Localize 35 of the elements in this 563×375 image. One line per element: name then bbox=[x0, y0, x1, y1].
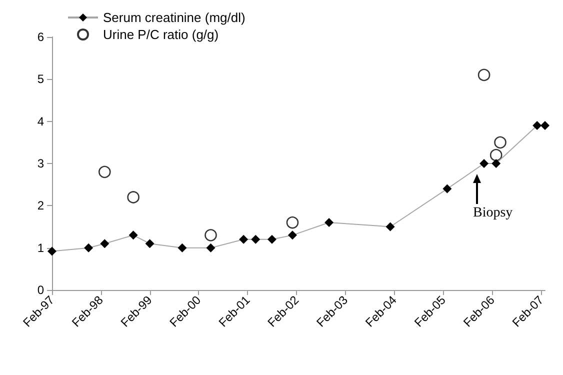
legend-label: Serum creatinine (mg/dl) bbox=[103, 10, 246, 25]
point bbox=[540, 121, 550, 130]
y-tick-label: 0 bbox=[37, 283, 44, 297]
point bbox=[251, 234, 260, 244]
point bbox=[145, 239, 154, 248]
point bbox=[98, 166, 111, 178]
point bbox=[84, 243, 94, 252]
point bbox=[490, 148, 502, 162]
point bbox=[204, 229, 217, 242]
y-tick-label: 6 bbox=[37, 30, 44, 44]
legend-label: Urine P/C ratio (g/g) bbox=[103, 27, 219, 42]
point bbox=[267, 234, 276, 244]
annotation: Biopsy bbox=[473, 206, 513, 220]
point bbox=[286, 216, 299, 229]
point bbox=[386, 222, 395, 232]
point bbox=[48, 246, 56, 256]
y-tick-label: 2 bbox=[37, 198, 44, 213]
point bbox=[478, 68, 490, 82]
point bbox=[127, 191, 140, 204]
point bbox=[100, 239, 110, 248]
point bbox=[178, 243, 187, 252]
point bbox=[532, 121, 542, 130]
point bbox=[128, 230, 138, 240]
point bbox=[239, 234, 248, 244]
point bbox=[206, 243, 216, 252]
point bbox=[494, 136, 506, 149]
y-tick-label: 4 bbox=[37, 114, 44, 128]
y-tick-label: 5 bbox=[37, 72, 44, 86]
point bbox=[480, 159, 489, 168]
y-tick-label: 1 bbox=[37, 240, 44, 255]
y-tick-label: 3 bbox=[37, 156, 44, 170]
point bbox=[442, 184, 452, 194]
point bbox=[324, 218, 334, 228]
point bbox=[288, 230, 297, 240]
point bbox=[492, 159, 501, 168]
